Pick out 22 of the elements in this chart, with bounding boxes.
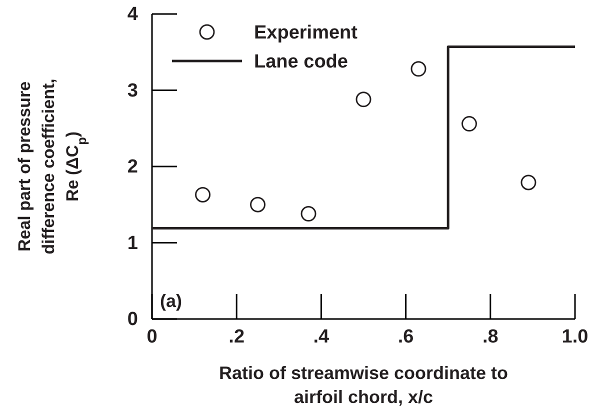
x-tick-label: .6 (398, 326, 414, 348)
point (195, 186, 211, 202)
y-tick-label: 1 (127, 232, 138, 254)
x-tick-label: .2 (228, 326, 245, 348)
x-axis-title: Ratio of streamwise coordinate to airfoil chord, x/c (218, 363, 508, 407)
point (250, 196, 266, 212)
point (356, 92, 372, 108)
y-tick-label: 2 (127, 156, 138, 178)
x-tick-label: .4 (313, 326, 330, 348)
x-tick-label: 0 (146, 326, 158, 348)
y-tick-label: 3 (127, 80, 138, 102)
point (410, 61, 426, 77)
x-tick-label: .8 (482, 326, 498, 348)
point (520, 174, 536, 190)
point (462, 116, 477, 132)
y-tick-label: 0 (127, 309, 138, 330)
legend-label: Experiment (254, 22, 358, 44)
annotation: (a) (160, 291, 182, 311)
y-tick-label: 4 (127, 4, 138, 26)
point (300, 206, 316, 222)
x-tick-label: 1.0 (562, 326, 588, 348)
legend-label: Lane code (254, 52, 348, 73)
